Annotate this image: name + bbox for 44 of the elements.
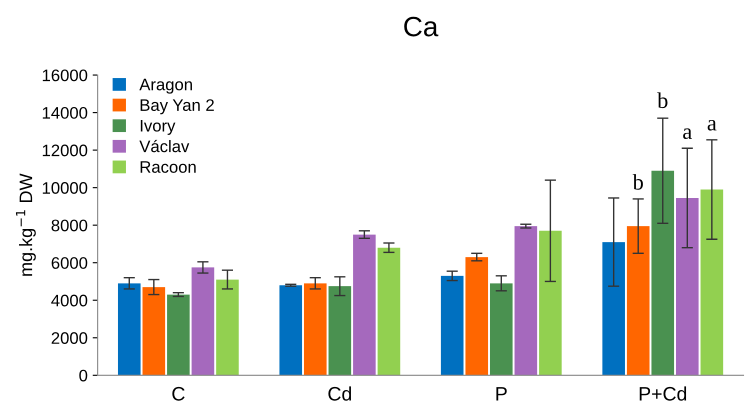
bar <box>465 257 488 376</box>
bar <box>304 283 327 376</box>
x-tick-label: Cd <box>328 386 352 401</box>
y-axis-title: mg.kg$^{−1}$ DW <box>16 174 36 276</box>
y-tick-label: 14000 <box>42 106 88 119</box>
bar <box>602 242 625 376</box>
bar <box>118 283 141 376</box>
annotation: a <box>708 120 716 131</box>
bar <box>700 190 724 376</box>
annotation: a <box>683 128 692 140</box>
bar <box>192 267 214 376</box>
bar <box>142 287 166 376</box>
x-tick-label: P+Cd <box>640 386 686 401</box>
bar <box>328 286 352 376</box>
legend-label: Aragon <box>139 78 192 94</box>
y-tick-label: 12000 <box>42 144 88 156</box>
bar <box>626 226 650 376</box>
bar <box>676 198 699 376</box>
bar <box>651 170 674 376</box>
y-tick-label: 16000 <box>42 69 88 82</box>
bar <box>167 294 190 376</box>
y-tick-label: 0 <box>79 370 88 382</box>
y-tick-label: 8000 <box>52 220 88 232</box>
bar <box>490 283 513 376</box>
bar <box>279 285 302 376</box>
bar <box>514 226 538 376</box>
legend-label: Bay Yan 2 <box>140 99 214 114</box>
y-tick-label: 4000 <box>51 294 88 306</box>
bar <box>440 276 464 376</box>
x-tick-label: P <box>496 387 507 400</box>
bar <box>539 230 562 376</box>
x-tick-label: C <box>172 386 185 401</box>
bar <box>378 248 400 376</box>
bar <box>353 234 376 376</box>
y-tick-label: 2000 <box>52 332 88 344</box>
legend-label: Václav <box>139 140 190 152</box>
annotation: b <box>657 92 668 108</box>
y-tick-label: 6000 <box>52 257 88 269</box>
bar <box>216 280 239 376</box>
legend-label: Racoon <box>140 161 196 173</box>
y-tick-label: 10000 <box>42 182 88 194</box>
chart-title: Ca <box>404 16 438 36</box>
annotation: b <box>632 174 643 190</box>
legend-label: Ivory <box>140 120 176 135</box>
